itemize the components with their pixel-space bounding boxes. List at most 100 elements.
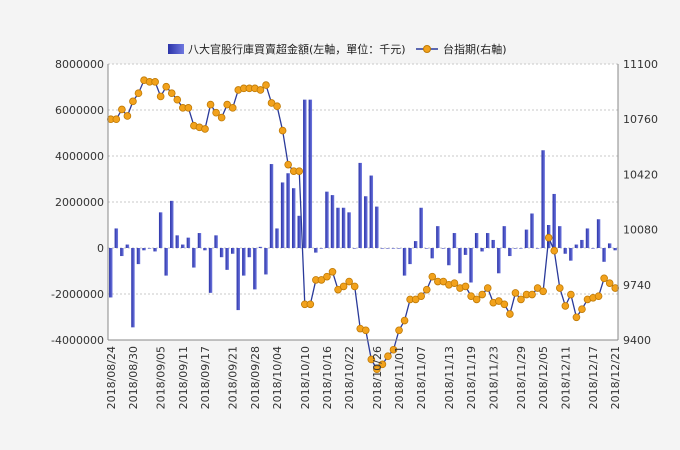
bar	[153, 248, 157, 252]
bar	[602, 248, 606, 262]
bar	[109, 248, 113, 298]
left-tick-label: 4000000	[55, 150, 104, 163]
x-tick-label: 2018/09/21	[227, 346, 240, 409]
bar	[314, 248, 318, 253]
x-tick-label: 2018/12/11	[559, 346, 572, 409]
line-point	[389, 345, 398, 354]
bar	[524, 229, 529, 248]
bar	[419, 207, 423, 248]
x-tick-label: 2018/10/22	[343, 346, 356, 409]
x-tick-label: 2018/08/24	[105, 346, 118, 409]
x-tick-label: 2018/12/17	[587, 346, 600, 409]
left-tick-label: -4000000	[51, 334, 104, 347]
x-tick-label: 2018/09/17	[199, 346, 212, 409]
bar	[319, 248, 324, 249]
bar	[502, 226, 507, 248]
x-tick-label: 2018/09/05	[155, 346, 168, 409]
bar	[208, 248, 213, 293]
bar	[413, 241, 418, 248]
bar	[491, 239, 495, 248]
x-tick-label: 2018/11/23	[487, 346, 500, 409]
right-tick-label: 9400	[623, 334, 651, 347]
line-point	[428, 272, 437, 281]
bar	[170, 200, 174, 248]
right-tick-label: 9740	[623, 279, 651, 292]
line-point	[561, 302, 570, 310]
bar	[275, 228, 279, 248]
line-point	[367, 355, 376, 364]
line-point	[461, 282, 470, 291]
left-tick-label: -2000000	[51, 288, 104, 301]
bar	[425, 248, 429, 249]
bar	[596, 219, 601, 248]
bar	[569, 248, 573, 261]
line-point	[378, 360, 387, 369]
line-point	[533, 284, 542, 292]
line-point	[134, 89, 143, 98]
bar	[541, 150, 545, 248]
line-point	[284, 160, 292, 169]
bar	[358, 162, 362, 248]
line-point	[594, 292, 603, 300]
bar	[114, 228, 119, 248]
line-point	[156, 92, 165, 101]
line-point	[228, 104, 237, 112]
bar	[336, 207, 340, 248]
line-point	[162, 82, 171, 91]
line-point	[267, 99, 276, 107]
line-point	[422, 285, 431, 294]
bar	[242, 248, 246, 276]
line-point	[544, 233, 553, 242]
line-point	[151, 78, 159, 86]
x-tick-label: 2018/12/05	[537, 346, 550, 409]
bar	[164, 248, 168, 276]
bar	[574, 244, 579, 248]
bar	[391, 248, 396, 249]
bar	[402, 248, 407, 276]
line-point	[467, 292, 475, 300]
bar	[397, 248, 401, 249]
bar	[197, 233, 202, 248]
line-point	[339, 282, 348, 291]
x-tick-label: 2018/11/01	[393, 346, 406, 409]
line-point	[167, 89, 176, 98]
bar	[535, 248, 540, 249]
line-point	[262, 81, 270, 89]
x-tick-label: 2018/11/29	[515, 346, 528, 409]
line-point	[328, 268, 337, 276]
bar	[297, 215, 301, 248]
bar	[552, 193, 556, 248]
x-tick-label: 2018/09/28	[249, 346, 262, 409]
axes: 8000000 6000000 4000000 2000000 0 -2000000 -40…	[51, 58, 658, 409]
line-point	[506, 310, 514, 318]
line-point	[223, 100, 231, 109]
bar	[286, 173, 290, 248]
line-point	[256, 86, 265, 94]
bar	[330, 195, 335, 248]
line-point	[578, 305, 586, 313]
line-point	[517, 295, 525, 304]
right-tick-label: 11100	[623, 58, 658, 71]
bar	[513, 248, 518, 249]
line-point	[417, 292, 426, 300]
legend-bar-label: 八大官股行庫買賣超金額(左軸，單位：千元)	[188, 42, 406, 56]
bar	[175, 235, 180, 248]
bar	[142, 248, 146, 251]
bar	[508, 248, 512, 257]
line-point	[173, 95, 182, 104]
bar	[497, 248, 501, 274]
x-tick-label: 2018/08/30	[127, 346, 140, 409]
bar	[436, 226, 440, 248]
line-point	[500, 300, 509, 309]
left-tick-label: 6000000	[55, 104, 104, 117]
bar	[325, 191, 329, 248]
line-point	[273, 102, 281, 111]
bar	[386, 248, 390, 249]
bar	[247, 248, 252, 258]
bar	[231, 248, 235, 254]
line-point	[550, 246, 559, 255]
bar	[219, 248, 224, 258]
bar	[591, 248, 595, 249]
bar	[613, 248, 617, 251]
